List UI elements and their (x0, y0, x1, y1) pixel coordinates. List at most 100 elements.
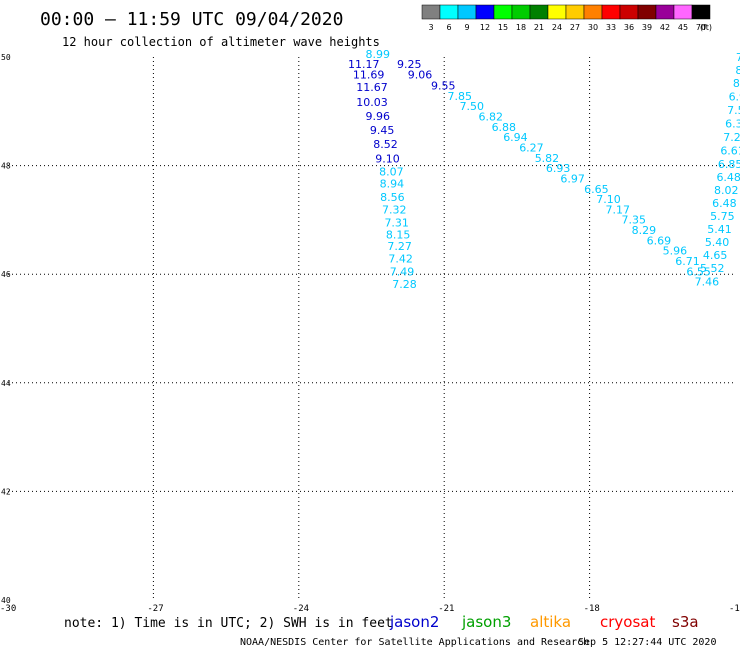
swh-label: 5.40 (705, 236, 730, 249)
swh-label: 11.17 (348, 58, 380, 71)
swh-label: 6.85 (718, 158, 740, 171)
swh-label: 7.31 (384, 216, 409, 229)
swh-label: 5.52 (700, 262, 725, 275)
footer-timestamp: Sep 5 12:27:44 UTC 2020 (578, 637, 716, 648)
legend-bin-label: 27 (570, 23, 580, 32)
legend-swatch (655, 4, 675, 20)
legend-bin-label: 15 (498, 23, 508, 32)
legend-swatch (601, 4, 621, 20)
swh-label: 6.88 (492, 121, 517, 134)
swh-label: 10.03 (356, 96, 388, 109)
swh-label: 6.97 (729, 90, 740, 103)
satellite-label-cryosat: cryosat (600, 613, 655, 631)
satellite-label-jason3: jason3 (461, 613, 511, 631)
swh-label: 8.02 (714, 184, 739, 197)
axis-ticks: -30 -27 -24 -21 -18 -15 40 42 44 46 48 50 (0, 53, 740, 614)
legend-swatch (475, 4, 495, 20)
swh-label: 7.17 (605, 203, 630, 216)
legend-bin-label: 39 (642, 23, 652, 32)
legend-swatch (547, 4, 567, 20)
legend-bin-label: 45 (678, 23, 688, 32)
legend-swatch (493, 4, 513, 20)
satellite-legend: jason2 jason3 altika cryosat s3a (389, 613, 699, 631)
swh-label: 7.42 (388, 252, 413, 265)
legend-swatch (619, 4, 639, 20)
swh-label: 6.48 (712, 197, 737, 210)
legend-bin-label: 30 (588, 23, 598, 32)
x-tick-label: -21 (438, 604, 454, 614)
swh-label: 6.55 (686, 265, 711, 278)
legend-swatch (673, 4, 693, 20)
swh-label: 4.65 (703, 249, 728, 262)
x-tick-label: -30 (0, 604, 16, 614)
legend-bin-label: 42 (660, 23, 670, 32)
swh-label: 8.30 (735, 64, 740, 77)
swh-label: 6.34 (725, 118, 740, 131)
legend-bin-label: 21 (534, 23, 544, 32)
swh-label: 7.46 (695, 276, 720, 289)
legend-swatch (565, 4, 585, 20)
legend-swatch (457, 4, 477, 20)
swh-label: 6.48 (716, 171, 740, 184)
swh-label: 6.94 (503, 131, 528, 144)
legend-swatch (583, 4, 603, 20)
swh-label: 9.10 (375, 152, 400, 165)
swh-label: 9.96 (366, 110, 391, 123)
swh-label: 9.55 (431, 80, 456, 93)
swh-label: 9.45 (370, 124, 395, 137)
y-tick-label: 44 (1, 379, 11, 388)
chart-title: 00:00 – 11:59 UTC 09/04/2020 (40, 9, 343, 30)
swh-label: 6.61 (720, 145, 740, 158)
color-legend: 3 6 9 12 15 18 21 24 27 30 33 36 39 42 45 70(ft) (421, 4, 712, 32)
swh-label: 7.50 (460, 100, 485, 113)
swh-label: 5.41 (707, 223, 732, 236)
swh-label: 5.82 (535, 152, 560, 165)
legend-bin-label: 24 (552, 23, 562, 32)
x-tick-label: -24 (293, 604, 309, 614)
swh-label: 8.99 (366, 48, 391, 61)
legend-swatch (439, 4, 459, 20)
swh-label: 6.65 (584, 183, 609, 196)
track-s3a-1146: 7.858.308.036.977.536.347.226.616.856.48… (700, 51, 740, 275)
satellite-label-s3a: s3a (672, 613, 699, 631)
y-tick-label: 50 (1, 53, 11, 62)
swh-label: 9.25 (397, 58, 422, 71)
swh-label: 7.10 (596, 193, 621, 206)
swh-label: 7.85 (447, 90, 472, 103)
legend-bin-label: 12 (480, 23, 490, 32)
swh-label: 7.85 (736, 51, 740, 64)
legend-bin-label: 36 (624, 23, 634, 32)
swh-label: 7.32 (382, 203, 407, 216)
swh-label: 7.49 (390, 265, 415, 278)
swh-label: 7.35 (621, 214, 646, 227)
y-tick-label: 42 (1, 487, 11, 496)
swh-label: 6.97 (560, 172, 585, 185)
swh-label: 7.53 (727, 104, 740, 117)
legend-swatch (637, 4, 657, 20)
legend-swatch (691, 4, 711, 20)
legend-bin-label: 9 (464, 23, 469, 32)
satellite-label-jason2: jason2 (389, 613, 439, 631)
legend-bin-label: 3 (428, 23, 433, 32)
swh-label: 6.69 (647, 234, 672, 247)
legend-bin-label: 33 (606, 23, 616, 32)
satellite-label-altika: altika (530, 613, 571, 631)
footer-note: note: 1) Time is in UTC; 2) SWH is in fe… (64, 616, 393, 631)
swh-label: 11.67 (356, 81, 388, 94)
x-tick-label: -18 (584, 604, 600, 614)
swh-label: 6.82 (478, 111, 503, 124)
swh-label: 8.52 (373, 138, 398, 151)
swh-label: 6.93 (546, 162, 571, 175)
swh-label: 6.71 (675, 255, 700, 268)
legend-unit: (ft) (700, 23, 712, 32)
swh-label: 7.27 (387, 240, 412, 253)
y-tick-label: 48 (1, 162, 11, 171)
y-tick-label: 46 (1, 270, 11, 279)
footer-credit: NOAA/NESDIS Center for Satellite Applica… (240, 637, 589, 648)
y-tick-label: 40 (1, 596, 11, 605)
legend-swatch (421, 4, 441, 20)
